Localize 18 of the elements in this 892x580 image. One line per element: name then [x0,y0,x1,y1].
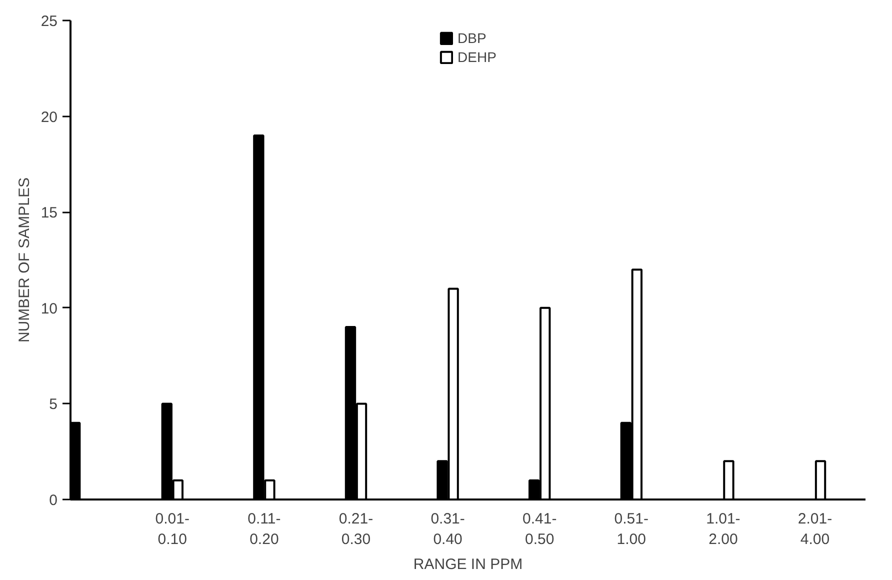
y-tick-label: 10 [40,300,58,318]
legend-label: DBP [458,30,486,46]
x-tick-label: 2.01- 4.00 [798,510,832,548]
x-tick-label: 0.31- 0.40 [430,510,465,548]
x-tick-label: 0.41- 0.50 [522,510,557,548]
x-tick-label: 0.21- 0.30 [338,510,374,548]
x-tick-label: 0.01- 0.10 [155,510,190,548]
x-tick-label: 0.51- 1.00 [614,510,649,548]
y-tick-label: 0 [49,492,58,509]
legend-label: DEHP [458,49,496,65]
y-tick-label: 20 [40,108,58,126]
y-tick-label: 15 [40,204,58,222]
y-tick-label: 5 [49,396,58,414]
y-tick-label: 25 [40,13,58,30]
x-axis-title: RANGE IN PPM [413,556,523,573]
y-axis-title: NUMBER OF SAMPLES [16,177,33,343]
x-tick-label: 1.01- 2.00 [706,510,740,548]
x-tick-label: 0.11- 0.20 [248,510,281,548]
